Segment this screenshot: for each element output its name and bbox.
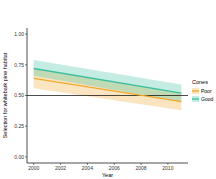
plot-area	[27, 60, 188, 110]
y-tick-label: 0.25	[14, 123, 24, 129]
chart-root: 0.00 0.25 0.50 0.75 1.00 2000 2002 2004 2006 2008…	[0, 0, 216, 179]
legend-swatch	[192, 96, 199, 102]
chart: 0.00 0.25 0.50 0.75 1.00 2000 2002 2004 2006 2008…	[0, 0, 216, 179]
legend-swatch	[192, 88, 199, 94]
legend-title: Cones	[192, 79, 208, 85]
legend-label: Good	[201, 96, 213, 102]
legend-line	[192, 98, 199, 99]
y-tick-label: 0.50	[14, 92, 24, 98]
x-tick-label: 2000	[28, 165, 39, 171]
y-axis-label: Selection for whitebark pine habitat	[2, 52, 8, 138]
y-tick-label: 0.75	[14, 62, 24, 68]
x-tick-label: 2006	[109, 165, 120, 171]
legend-line	[192, 90, 199, 91]
y-tick-label: 1.00	[14, 31, 24, 37]
legend-label: Poor	[201, 88, 212, 94]
x-tick-label: 2008	[135, 165, 146, 171]
x-tick-label: 2004	[82, 165, 93, 171]
x-tick-label: 2002	[55, 165, 66, 171]
y-tick-label: 0.00	[14, 154, 24, 160]
series-line	[34, 69, 182, 94]
reference-line	[27, 95, 188, 96]
x-axis	[27, 163, 188, 164]
x-tick-label: 2010	[162, 165, 173, 171]
x-axis-label: Year	[102, 172, 113, 178]
